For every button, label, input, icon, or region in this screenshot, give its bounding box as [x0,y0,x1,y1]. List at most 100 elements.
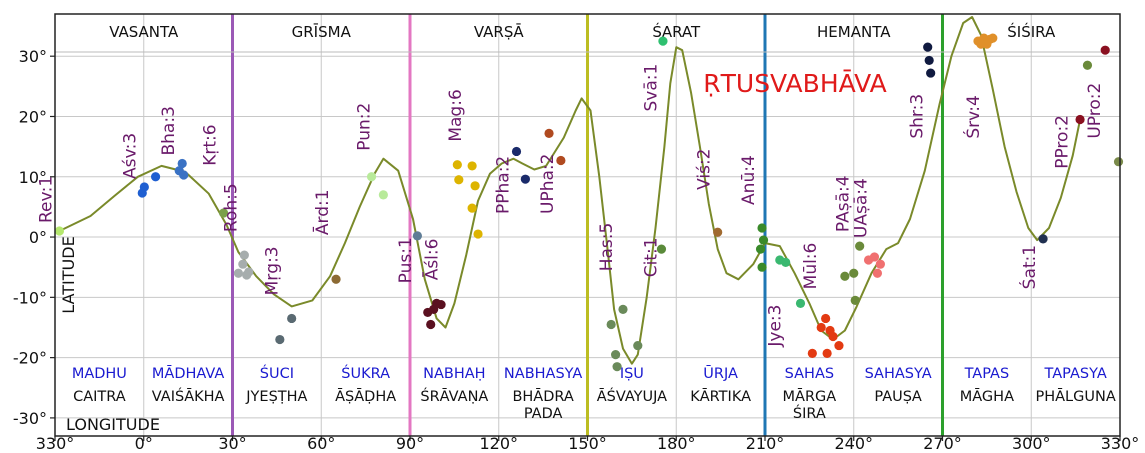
month-name: ĀŚVAYUJA [597,387,667,405]
star-point [855,241,865,251]
month-name: ĀṢĀḌHA [335,388,396,405]
x-tick-label: 270° [923,434,962,453]
month-name: PAUṢA [874,389,922,405]
nakshatra-label: Viś:2 [695,148,715,189]
axes: 330° 0° 30° 60° 90° 120° 150° 180° 210° 240° 270° 3… [13,13,1140,453]
x-tick-label: 90° [396,434,424,453]
star-point [467,161,477,171]
star-point [219,208,229,218]
star-point [238,259,248,269]
nakshatra-label: Pus:1 [396,237,416,283]
star-point [470,181,480,191]
month-sanskrit-name: SAHAS [785,366,834,382]
month-name-line2: ŚIRA [793,404,826,422]
star-point [1082,60,1093,70]
month-sanskrit-name: NABHASYA [504,366,582,382]
star-point [139,182,149,192]
star-point [239,250,249,260]
star-point [875,259,885,269]
month-name-line2: PADA [524,406,563,422]
star-point [633,340,643,351]
chart-title: ṚTUSVABHĀVA [703,69,886,98]
star-point [54,226,65,236]
month-name: ŚRĀVAṆA [420,387,488,405]
x-tick-label: 120° [479,434,518,453]
nakshatra-label: Āśl:6 [421,239,443,281]
nakshatra-label: PPro:2 [1053,115,1073,169]
nakshatra-label: PAṣā:4 [834,175,854,232]
star-point [612,362,622,372]
nakshatra-label: Has:5 [597,223,617,272]
star-point [924,55,934,66]
x-tick-label: 300° [1012,434,1051,453]
star-point [656,244,667,254]
x-tick-label: 30° [218,434,246,453]
y-tick-label: 20° [19,107,47,126]
star-point [828,331,838,342]
month-sanskrit-name: MĀDHAVA [152,365,224,382]
nakshatra-label: Shr:3 [908,94,928,139]
nakshatra-label: Aśv:3 [121,133,141,179]
nakshatra-label: UPro:2 [1085,83,1105,139]
star-point [1113,157,1124,167]
star-point [242,270,252,280]
star-point [331,274,341,284]
star-point [988,33,998,43]
star-points [54,33,1124,372]
star-point [1075,114,1085,125]
nakshatra-label: Anū:4 [739,155,759,205]
trend-line [58,16,1082,365]
star-point [520,174,530,184]
nakshatra-label: Roh:5 [221,183,241,232]
star-point [511,146,522,157]
star-point [177,158,187,169]
star-point [757,262,767,272]
star-point [473,229,483,239]
month-sanskrit-name: ŪRJA [703,365,738,382]
star-point [795,298,806,308]
star-point [412,231,422,241]
star-point [923,42,933,52]
month-sanskrit-name: ŚUCI [260,364,294,382]
month-name: KĀRTIKA [690,388,751,405]
month-sanskrit-name: NABHAḤ [423,366,485,382]
star-point [757,223,767,233]
star-point [233,268,244,278]
month-name: VAIŚĀKHA [152,387,225,405]
month-name: MĀRGA [783,388,837,405]
star-point [378,190,388,200]
star-point [821,313,831,324]
star-point [174,166,184,176]
x-tick-label: 150° [568,434,607,453]
month-sanskrit-name: SAHASYA [865,366,932,382]
trend-curve [58,16,1082,365]
x-tick-label: 180° [657,434,696,453]
season-name: HEMANTA [817,23,891,41]
month-labels: MADHU CAITRA MĀDHAVA VAIŚĀKHA ŚUCI JYEṢṬHA ŚUK… [72,364,1116,422]
star-point [452,160,462,170]
star-point [287,313,297,324]
x-tick-label: 330° [1101,434,1140,453]
nakshatra-label: Ārd:1 [311,189,333,235]
month-name: CAITRA [73,389,126,405]
nakshatra-label: Bha:3 [159,106,179,155]
star-point [275,334,285,345]
month-sanskrit-name: IṢU [620,366,644,382]
nakshatra-label: Svā:1 [641,64,661,112]
y-tick-label: -30° [13,409,47,428]
star-point [869,252,880,262]
y-axis-label: LATITUDE [59,236,78,313]
month-name: MĀGHA [960,388,1014,405]
month-name: PHĀLGUNA [1035,388,1115,405]
month-name: JYEṢṬHA [245,389,307,405]
star-point [758,235,769,245]
x-axis-label: LONGITUDE [66,415,160,434]
star-point [840,271,850,281]
nakshatra-label: Mṛg:3 [263,246,283,295]
star-point [926,68,936,78]
season-name: ŚARAT [652,22,701,41]
month-sanskrit-name: TAPAS [964,366,1010,382]
season-name: VASANTA [109,23,179,41]
